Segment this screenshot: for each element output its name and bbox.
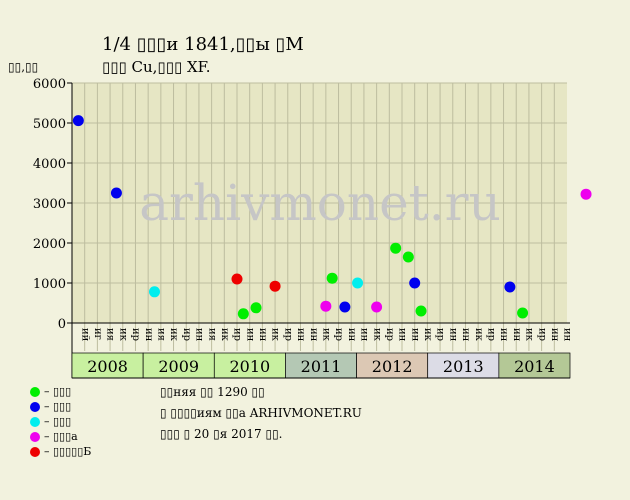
quarter-label: ир (282, 328, 293, 341)
quarter-label: ин (295, 328, 306, 342)
data-point (231, 273, 243, 285)
data-point (409, 277, 421, 289)
quarter-label: ир (232, 328, 243, 341)
note-line: ▯▯▯ ▯ 20 ▯я 2017 ▯▯. (160, 427, 283, 441)
quarter-label: ик (321, 328, 332, 342)
chart-subtitle: ▯▯▯ Cu,▯▯▯ XF. (102, 58, 211, 76)
year-label-2009: 2009 (158, 357, 199, 376)
quarter-label: ик (270, 328, 281, 342)
year-band-2014 (498, 352, 571, 379)
quarter-label: ин (194, 328, 205, 342)
quarter-label: ир (333, 328, 344, 341)
quarter-label: ир (130, 328, 141, 341)
quarter-label: ия (206, 328, 217, 341)
quarter-label: ик (117, 328, 128, 342)
quarter-label: ик (524, 328, 535, 342)
legend-item: – ▯▯▯▯▯Б (30, 444, 91, 460)
legend-marker (30, 432, 40, 442)
quarter-label: ик (371, 328, 382, 342)
y-axis-label: ▯▯,▯▯ (8, 60, 38, 74)
data-point (339, 301, 351, 313)
note-line: ▯ ▯▯▯▯иям ▯▯а ARHIVMONET.RU (160, 406, 362, 420)
y-tick-label: 4000 (33, 157, 66, 172)
quarter-label: ин (346, 328, 357, 342)
quarter-label: ин (397, 328, 408, 342)
quarter-label: ий (79, 328, 90, 342)
data-point (72, 115, 84, 127)
data-point (320, 300, 332, 312)
quarter-label: ик (168, 328, 179, 342)
year-label-2014: 2014 (514, 357, 555, 376)
legend-item: – ▯▯▯ (30, 414, 71, 430)
quarter-label: ир (536, 328, 547, 341)
quarter-label: ин (359, 328, 370, 342)
quarter-label: ик (473, 328, 484, 342)
quarter-label: ик (219, 328, 230, 342)
quarter-label: ин (511, 328, 522, 342)
quarter-label: ин (549, 328, 560, 342)
year-label-2010: 2010 (229, 357, 270, 376)
legend-label: – ▯▯▯ (44, 385, 72, 398)
quarter-label: ия (105, 328, 116, 341)
legend-marker (30, 387, 40, 397)
note-line: ▯▯няя ▯▯ 1290 ▯▯ (160, 385, 265, 399)
legend-item: – ▯▯▯ (30, 399, 71, 415)
quarter-label: ин (562, 328, 573, 342)
data-point (517, 307, 529, 319)
quarter-label: ин (447, 328, 458, 342)
legend-marker (30, 402, 40, 412)
legend-label: – ▯▯▯а (44, 430, 78, 443)
y-tick-label: 5000 (33, 117, 66, 132)
year-label-2008: 2008 (87, 357, 128, 376)
year-band-2009 (142, 352, 215, 379)
quarter-label: ин (308, 328, 319, 342)
data-point (504, 281, 516, 293)
chart-title: 1/4 ▯▯▯и 1841,▯▯ы ▯М (102, 34, 304, 55)
data-point (269, 280, 281, 292)
watermark: arhivmonet.ru (139, 174, 501, 232)
quarter-label: ин (460, 328, 471, 342)
quarter-label: ин (409, 328, 420, 342)
legend-marker (30, 447, 40, 457)
quarter-label: ир (384, 328, 395, 341)
legend-label: – ▯▯▯ (44, 415, 72, 428)
quarter-label: ик (422, 328, 433, 342)
quarter-label: ин (257, 328, 268, 342)
data-point (415, 305, 427, 317)
y-tick-label: 3000 (33, 197, 66, 212)
legend-item: – ▯▯▯а (30, 429, 78, 445)
year-band-2013 (427, 352, 500, 379)
year-label-2012: 2012 (372, 357, 413, 376)
quarter-label: ир (181, 328, 192, 341)
data-point (250, 302, 262, 314)
data-point (326, 272, 338, 284)
data-point (402, 251, 414, 263)
quarter-label: ин (244, 328, 255, 342)
quarter-label: ир (486, 328, 497, 341)
quarter-label: ин (143, 328, 154, 342)
year-label-2011: 2011 (301, 357, 342, 376)
y-tick-label: 1000 (33, 277, 66, 292)
y-tick-label: 2000 (33, 237, 66, 252)
y-tick-label: 6000 (33, 77, 66, 92)
data-point (110, 187, 122, 199)
legend-item: – ▯▯▯ (30, 384, 71, 400)
quarter-label: иг (92, 328, 103, 340)
legend-marker (30, 417, 40, 427)
data-point (371, 301, 383, 313)
quarter-label: ин (498, 328, 509, 342)
quarter-label: ия (156, 328, 167, 341)
legend-label: – ▯▯▯ (44, 400, 72, 413)
data-point (149, 286, 160, 298)
data-point (352, 277, 364, 289)
data-point (237, 308, 249, 320)
quarter-label: ир (435, 328, 446, 341)
y-tick-label: 0 (58, 317, 66, 332)
legend-label: – ▯▯▯▯▯Б (44, 445, 92, 458)
data-point (390, 242, 402, 254)
year-label-2013: 2013 (443, 357, 484, 376)
data-point (580, 188, 592, 200)
